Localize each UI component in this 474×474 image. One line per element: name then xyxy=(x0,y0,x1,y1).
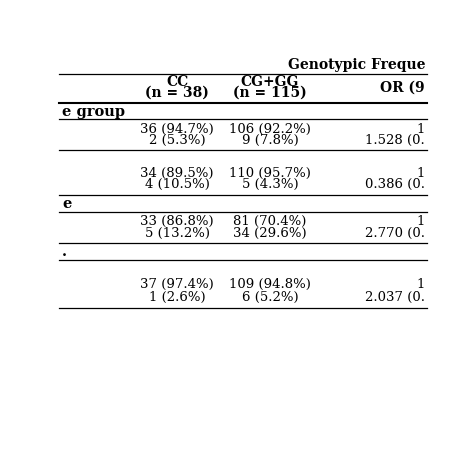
Text: 1: 1 xyxy=(417,167,425,180)
Text: 33 (86.8%): 33 (86.8%) xyxy=(140,215,214,228)
Text: 5 (13.2%): 5 (13.2%) xyxy=(145,227,210,240)
Text: (n = 115): (n = 115) xyxy=(233,86,307,100)
Text: e group: e group xyxy=(63,105,125,118)
Text: 109 (94.8%): 109 (94.8%) xyxy=(229,278,311,292)
Text: CG+GG: CG+GG xyxy=(241,75,299,89)
Text: 5 (4.3%): 5 (4.3%) xyxy=(242,178,298,191)
Text: CC: CC xyxy=(166,75,188,89)
Text: 1.528 (0.: 1.528 (0. xyxy=(365,134,425,147)
Text: 110 (95.7%): 110 (95.7%) xyxy=(229,167,311,180)
Text: 106 (92.2%): 106 (92.2%) xyxy=(229,123,311,136)
Text: 34 (89.5%): 34 (89.5%) xyxy=(140,167,214,180)
Text: 81 (70.4%): 81 (70.4%) xyxy=(233,215,307,228)
Text: Genotypic Freque: Genotypic Freque xyxy=(288,58,425,73)
Text: e: e xyxy=(63,197,72,211)
Text: 1 (2.6%): 1 (2.6%) xyxy=(149,291,205,304)
Text: 2.770 (0.: 2.770 (0. xyxy=(365,227,425,240)
Text: 37 (97.4%): 37 (97.4%) xyxy=(140,278,214,292)
Text: 2.037 (0.: 2.037 (0. xyxy=(365,291,425,304)
Text: (n = 38): (n = 38) xyxy=(145,86,209,100)
Text: 0.386 (0.: 0.386 (0. xyxy=(365,178,425,191)
Text: OR (9: OR (9 xyxy=(381,81,425,95)
Text: 6 (5.2%): 6 (5.2%) xyxy=(242,291,298,304)
Text: 36 (94.7%): 36 (94.7%) xyxy=(140,123,214,136)
Text: 1: 1 xyxy=(417,215,425,228)
Text: .: . xyxy=(63,246,67,259)
Text: 4 (10.5%): 4 (10.5%) xyxy=(145,178,210,191)
Text: 1: 1 xyxy=(417,123,425,136)
Text: 2 (5.3%): 2 (5.3%) xyxy=(149,134,205,147)
Text: 1: 1 xyxy=(417,278,425,292)
Text: 9 (7.8%): 9 (7.8%) xyxy=(242,134,299,147)
Text: 34 (29.6%): 34 (29.6%) xyxy=(233,227,307,240)
